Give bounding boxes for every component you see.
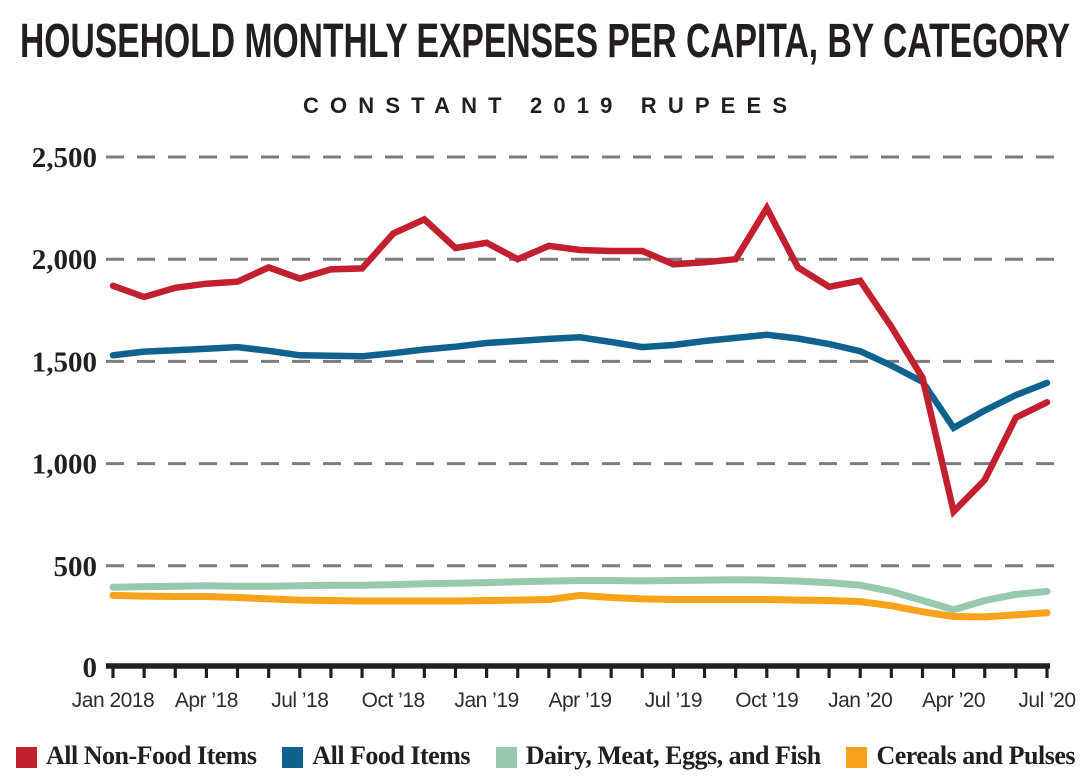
x-tick-label-6: Apr ’19 — [548, 689, 611, 712]
x-tick-label-1: Jan 2018 — [72, 689, 154, 712]
legend-item: All Non-Food Items — [16, 741, 257, 771]
x-axis-group — [106, 663, 1050, 678]
y-tick-label-2000: 2,000 — [32, 244, 97, 276]
page-title: HOUSEHOLD MONTHLY EXPENSES PER CAPITA, B… — [20, 15, 1070, 68]
x-tick-label-7: Jul ’19 — [645, 689, 702, 712]
legend-swatch — [282, 746, 304, 768]
x-axis-labels-group: Jan 2018 Apr ’18 Jul ’18 Oct ’18 Jan ’19 Apr … — [72, 689, 1076, 712]
legend-item: Cereals and Pulses — [846, 741, 1075, 771]
x-tick-label-8: Oct ’19 — [735, 689, 798, 712]
x-tick-label-9: Jan ’20 — [828, 689, 892, 712]
legend-label: All Non-Food Items — [46, 741, 257, 770]
y-tick-label-0: 0 — [83, 652, 98, 684]
series-line-dairy-meat-eggs-and-fish — [109, 576, 1051, 614]
x-tick-label-4: Oct ’18 — [362, 689, 425, 712]
x-tick-label-5: Jan ’19 — [454, 689, 518, 712]
series-line-all-non-food-items — [109, 201, 1051, 519]
y-tick-label-1500: 1,500 — [32, 346, 97, 378]
legend-label: Cereals and Pulses — [876, 741, 1075, 770]
legend-label: Dairy, Meat, Eggs, and Fish — [525, 741, 821, 770]
legend-item: All Food Items — [282, 741, 470, 771]
legend-swatch — [495, 746, 517, 768]
chart-legend: All Non-Food Items All Food Items Dairy, M… — [16, 741, 1075, 771]
y-axis-labels-group: 0 500 1,000 1,500 2,000 2,500 — [32, 142, 97, 684]
legend-swatch — [846, 746, 868, 768]
series-lines-group — [109, 201, 1051, 621]
x-tick-label-3: Jul ’18 — [271, 689, 328, 712]
y-tick-label-500: 500 — [54, 551, 98, 583]
series-line-cereals-and-pulses — [109, 591, 1051, 621]
chart-subtitle: CONSTANT 2019 RUPEES — [303, 93, 787, 118]
x-tick-label-2: Apr ’18 — [175, 689, 238, 712]
legend-swatch — [16, 746, 37, 768]
y-tick-label-1000: 1,000 — [32, 449, 97, 481]
x-tick-label-10: Apr ’20 — [922, 689, 985, 712]
y-tick-label-2500: 2,500 — [32, 142, 97, 174]
legend-label: All Food Items — [312, 741, 470, 770]
x-tick-label-11: Jul ’20 — [1018, 689, 1075, 712]
series-line-all-food-items — [109, 331, 1051, 433]
legend-item: Dairy, Meat, Eggs, and Fish — [495, 741, 821, 771]
gridlines-group — [106, 155, 1058, 568]
